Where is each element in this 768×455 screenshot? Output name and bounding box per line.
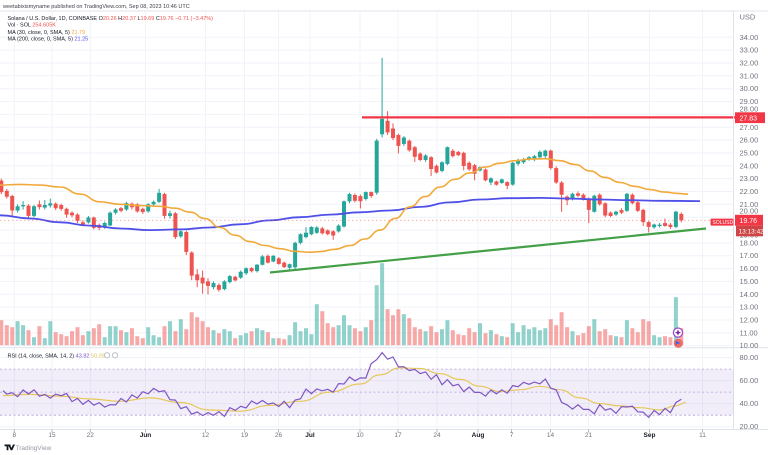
svg-text:24: 24 bbox=[433, 432, 441, 439]
svg-text:Jun: Jun bbox=[140, 432, 152, 439]
svg-text:13.00: 13.00 bbox=[740, 303, 759, 312]
svg-text:MA (30, close, 0, SMA, 5) 21.7: MA (30, close, 0, SMA, 5) 21.79 bbox=[8, 30, 86, 36]
svg-text:12.00: 12.00 bbox=[740, 316, 759, 325]
svg-text:60.00: 60.00 bbox=[740, 376, 759, 385]
svg-text:weetabixismyname published on: weetabixismyname published on TradingVie… bbox=[2, 4, 190, 10]
svg-text:Jul: Jul bbox=[305, 432, 315, 439]
svg-text:12: 12 bbox=[202, 432, 210, 439]
svg-text:7: 7 bbox=[510, 432, 514, 439]
svg-text:27.83: 27.83 bbox=[740, 115, 758, 122]
svg-text:40.00: 40.00 bbox=[740, 399, 759, 408]
svg-text:19: 19 bbox=[241, 432, 249, 439]
svg-text:26.00: 26.00 bbox=[740, 136, 759, 145]
svg-text:MA (200, close, 0, SMA, 5) 21.: MA (200, close, 0, SMA, 5) 21.25 bbox=[8, 37, 89, 43]
svg-text:20.00: 20.00 bbox=[740, 422, 759, 431]
svg-text:15: 15 bbox=[48, 432, 56, 439]
svg-text:34.00: 34.00 bbox=[740, 33, 759, 42]
svg-text:14: 14 bbox=[547, 432, 555, 439]
svg-text:8: 8 bbox=[12, 432, 16, 439]
svg-text:22.00: 22.00 bbox=[740, 187, 759, 196]
svg-text:TradingView: TradingView bbox=[16, 445, 52, 452]
svg-text:14.00: 14.00 bbox=[740, 290, 759, 299]
svg-text:18.00: 18.00 bbox=[740, 238, 759, 247]
svg-text:33.00: 33.00 bbox=[740, 46, 759, 55]
svg-text:Aug: Aug bbox=[472, 432, 485, 439]
svg-text:11: 11 bbox=[699, 432, 706, 439]
svg-text:26: 26 bbox=[275, 432, 283, 439]
svg-text:16.00: 16.00 bbox=[740, 264, 759, 273]
svg-text:17.00: 17.00 bbox=[740, 251, 759, 260]
svg-text:80.00: 80.00 bbox=[740, 353, 759, 362]
svg-text:SOLUSD: SOLUSD bbox=[713, 220, 734, 226]
svg-text:USD: USD bbox=[740, 13, 756, 22]
svg-text:20.00: 20.00 bbox=[740, 207, 759, 216]
svg-text:Vol · SOL 254.605K: Vol · SOL 254.605K bbox=[8, 23, 57, 29]
svg-text:23.00: 23.00 bbox=[740, 174, 759, 183]
svg-text:21: 21 bbox=[585, 432, 593, 439]
svg-text:RSI (14, close, SMA, 14, 2) 43: RSI (14, close, SMA, 14, 2) 43.82 50.09 bbox=[8, 354, 105, 360]
svg-text:15.00: 15.00 bbox=[740, 277, 759, 286]
svg-text:22: 22 bbox=[87, 432, 95, 439]
svg-text:31.00: 31.00 bbox=[740, 71, 759, 80]
svg-text:32.00: 32.00 bbox=[740, 59, 759, 68]
svg-text:10: 10 bbox=[356, 432, 364, 439]
svg-text:Sep: Sep bbox=[644, 432, 656, 439]
svg-text:19.76: 19.76 bbox=[740, 218, 758, 225]
svg-text:28.00: 28.00 bbox=[740, 104, 759, 113]
svg-text:24.00: 24.00 bbox=[740, 161, 759, 170]
svg-text:27.00: 27.00 bbox=[740, 123, 759, 132]
svg-text:Solana / U.S. Dollar, 1D, COIN: Solana / U.S. Dollar, 1D, COINBASE O20.2… bbox=[8, 16, 214, 22]
svg-text:25.00: 25.00 bbox=[740, 148, 759, 157]
svg-text:11.00: 11.00 bbox=[740, 328, 758, 337]
svg-text:13:13:42: 13:13:42 bbox=[739, 229, 765, 236]
svg-text:29.00: 29.00 bbox=[740, 97, 759, 106]
svg-text:30.00: 30.00 bbox=[740, 84, 759, 93]
svg-text:10.00: 10.00 bbox=[740, 341, 759, 350]
svg-text:17: 17 bbox=[394, 432, 402, 439]
svg-text:21.00: 21.00 bbox=[740, 200, 759, 209]
